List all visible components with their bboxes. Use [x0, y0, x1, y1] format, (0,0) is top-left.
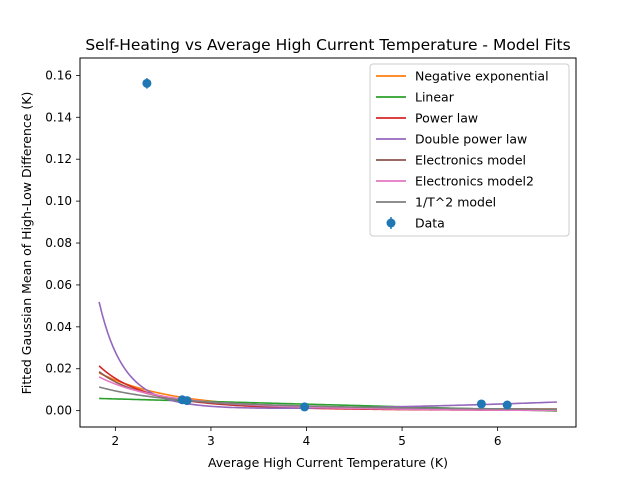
y-tick-label: 0.12 — [45, 152, 72, 166]
x-tick-label: 3 — [207, 434, 215, 448]
data-point — [142, 78, 152, 88]
legend: Negative exponential Linear Power law Doubl… — [369, 63, 570, 237]
data-point — [476, 399, 486, 409]
x-tick-label: 6 — [494, 434, 502, 448]
axis-ticks: 2 3 4 5 6 0.00 0.02 0.04 0.06 0.08 0.10 0.12 0.14 0.1… — [45, 68, 501, 448]
y-tick-label: 0.02 — [45, 362, 72, 376]
y-tick-label: 0.14 — [45, 110, 72, 124]
data-points — [142, 78, 512, 412]
y-axis-label: Fitted Gaussian Mean of High-Low Differe… — [19, 92, 34, 395]
data-point — [502, 400, 512, 410]
data-point — [300, 402, 310, 412]
x-axis-label: Average High Current Temperature (K) — [208, 455, 448, 470]
y-tick-label: 0.10 — [45, 194, 72, 208]
series-line-1-t-2-model — [98, 386, 557, 411]
legend-label: Electronics model2 — [415, 174, 534, 189]
legend-label: Double power law — [415, 132, 527, 147]
x-tick-label: 5 — [398, 434, 406, 448]
legend-data-marker — [386, 218, 396, 228]
legend-label: Power law — [415, 111, 478, 126]
x-tick-label: 2 — [112, 434, 120, 448]
y-tick-label: 0.04 — [45, 320, 72, 334]
x-tick-label: 4 — [303, 434, 311, 448]
legend-label: Electronics model — [415, 153, 526, 168]
legend-label: Linear — [415, 90, 455, 105]
chart-title: Self-Heating vs Average High Current Tem… — [85, 36, 570, 54]
legend-box — [369, 63, 570, 237]
legend-label: 1/T^2 model — [415, 195, 496, 210]
plot-frame — [79, 57, 577, 428]
legend-label: Negative exponential — [415, 69, 549, 84]
y-tick-label: 0.08 — [45, 236, 72, 250]
data-point — [182, 396, 192, 406]
y-tick-label: 0.00 — [45, 404, 72, 418]
y-tick-label: 0.16 — [45, 68, 72, 82]
y-tick-label: 0.06 — [45, 278, 72, 292]
series-line-electronics-model2 — [98, 376, 557, 412]
legend-label: Data — [415, 216, 445, 231]
